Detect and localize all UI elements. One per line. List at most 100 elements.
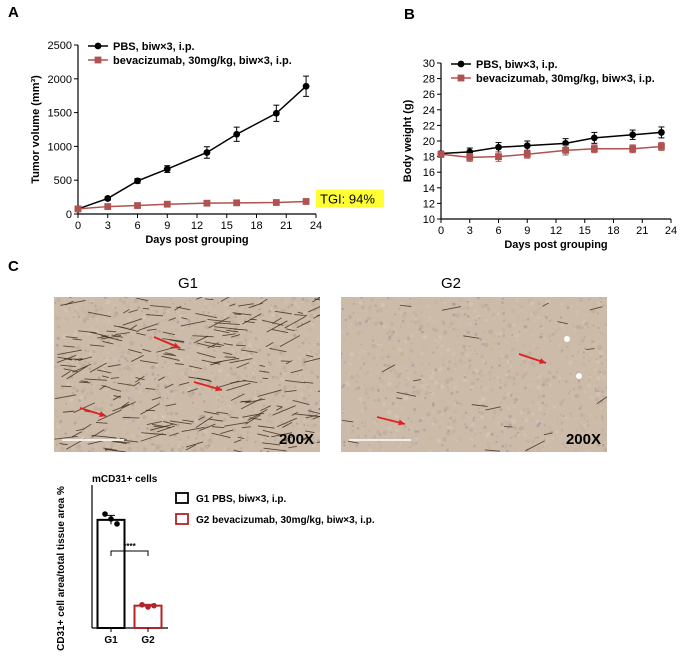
tissue-speckle [531, 412, 535, 415]
tissue-speckle [475, 385, 479, 389]
tissue-speckle [436, 394, 439, 397]
tissue-speckle [262, 323, 266, 327]
data-point [523, 142, 531, 150]
nucleus-dot [258, 348, 262, 352]
tissue-speckle [229, 385, 232, 388]
vessel-stain [257, 433, 270, 437]
vessel-stain [80, 380, 89, 383]
tissue-speckle [349, 352, 355, 357]
vessel-stain [557, 321, 568, 325]
tissue-speckle [154, 386, 157, 388]
nucleus-dot [543, 424, 546, 427]
tissue-speckle [247, 353, 252, 358]
tissue-speckle [250, 352, 254, 356]
nucleus-dot [594, 389, 597, 393]
nucleus-dot [246, 436, 249, 438]
tissue-speckle [223, 418, 227, 422]
tissue-speckle [204, 306, 207, 310]
nucleus-dot [155, 310, 159, 313]
tissue-speckle [575, 428, 579, 432]
tissue-speckle [227, 407, 232, 411]
nucleus-dot [158, 329, 162, 333]
vessel-stain [257, 389, 282, 397]
vessel-stain [104, 448, 127, 452]
nucleus-dot [81, 390, 84, 393]
tissue-speckle [524, 368, 527, 370]
data-point [629, 131, 637, 139]
micrograph-g1: 200X [54, 297, 320, 452]
tissue-speckle [449, 329, 452, 332]
tissue-speckle [514, 397, 518, 401]
tissue-speckle [423, 402, 426, 405]
tissue-speckle [457, 343, 460, 347]
data-point [658, 129, 665, 136]
vessel-stain [165, 403, 177, 407]
tissue-speckle [101, 372, 104, 376]
nucleus-dot [181, 446, 185, 449]
tissue-speckle [205, 325, 210, 330]
tissue-speckle [545, 384, 549, 387]
nucleus-dot [502, 312, 506, 315]
tissue-speckle [88, 297, 93, 302]
tissue-speckle [434, 380, 438, 385]
tissue-speckle [313, 371, 316, 374]
vessel-stain [233, 439, 242, 443]
tissue-speckle [427, 311, 432, 316]
vessel-stain [195, 312, 217, 319]
vessel-stain [230, 393, 245, 401]
vessel-stain [305, 414, 318, 419]
nucleus-dot [539, 324, 543, 328]
tissue-speckle [345, 381, 350, 387]
tissue-speckle [492, 450, 495, 452]
scale-bar-g1 [62, 439, 124, 441]
nucleus-dot [54, 301, 57, 304]
tissue-speckle [561, 400, 564, 403]
nucleus-dot [125, 359, 129, 363]
vessel-stain [237, 436, 245, 440]
tissue-speckle [298, 384, 303, 389]
tissue-speckle [601, 428, 605, 432]
nucleus-dot [145, 333, 148, 335]
tissue-speckle [133, 333, 135, 336]
tissue-speckle [121, 398, 124, 401]
tissue-speckle [155, 392, 158, 394]
tissue-speckle [438, 425, 443, 430]
tissue-speckle [382, 324, 387, 329]
tissue-speckle [577, 350, 580, 354]
tissue-speckle [173, 386, 175, 389]
tissue-speckle [349, 444, 352, 447]
tissue-speckle [304, 430, 309, 435]
tissue-speckle [238, 416, 243, 421]
tissue-speckle [255, 427, 260, 432]
nucleus-dot [251, 393, 253, 396]
vessel-stain [199, 423, 216, 431]
data-point [272, 199, 280, 206]
tissue-speckle [529, 389, 532, 392]
tissue-speckle [391, 327, 394, 330]
tissue-speckle [579, 413, 584, 418]
tissue-speckle [596, 360, 601, 365]
nucleus-dot [411, 342, 413, 344]
vessel-stain [59, 443, 68, 446]
tissue-speckle [78, 449, 84, 452]
tissue-speckle [449, 321, 454, 326]
tissue-speckle [432, 327, 437, 332]
tissue-speckle [113, 446, 117, 449]
nucleus-dot [88, 450, 91, 452]
tissue-speckle [363, 383, 366, 386]
tissue-speckle [57, 347, 61, 352]
tissue-speckle [366, 389, 370, 393]
tissue-speckle [499, 439, 503, 443]
tissue-speckle [280, 351, 284, 356]
tissue-speckle [392, 346, 396, 351]
tissue-speckle [240, 446, 243, 450]
nucleus-dot [342, 411, 345, 414]
vessel-stain [128, 349, 142, 354]
nucleus-dot [492, 416, 495, 418]
tissue-speckle [363, 420, 367, 424]
nucleus-dot [127, 396, 131, 400]
tissue-speckle [515, 330, 518, 333]
tissue-speckle [176, 311, 180, 314]
tissue-speckle [79, 348, 81, 350]
